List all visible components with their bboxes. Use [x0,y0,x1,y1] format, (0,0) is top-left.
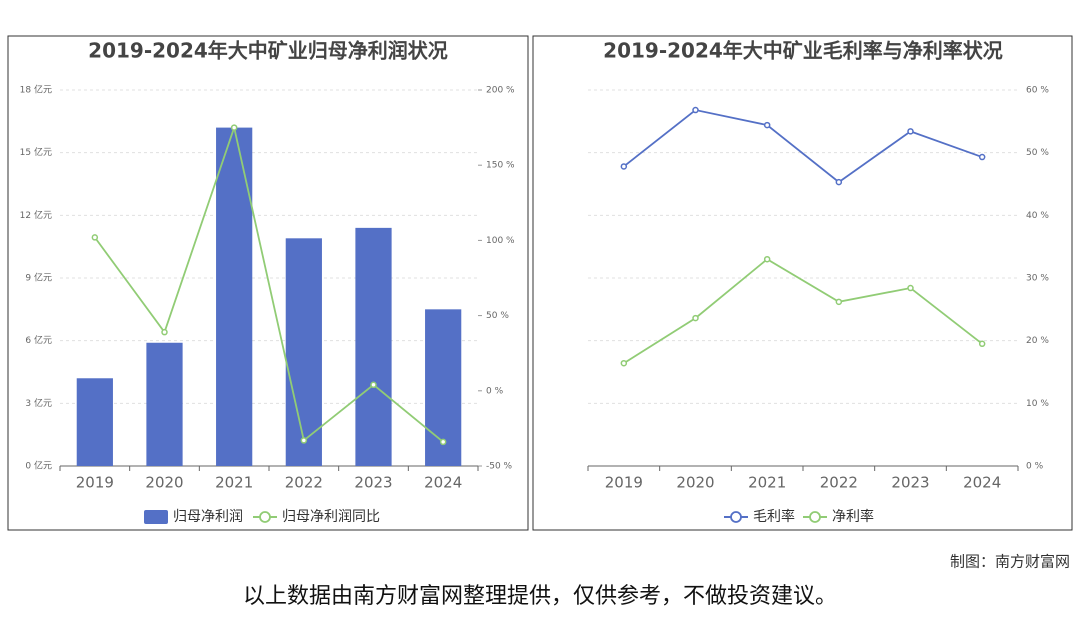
x-tick-label: 2019 [76,474,114,492]
y-tick-label: 15 亿元 [20,146,52,158]
point [763,121,771,129]
point [978,340,986,348]
point [692,106,699,114]
y-tick-label: 6 亿元 [25,334,52,346]
line [94,124,444,443]
panel-frame [7,35,529,531]
y-tick-label: 50 % [1026,148,1049,158]
legend-label: 毛利率 [753,508,795,525]
point [91,234,99,241]
chart-title: 2019-2024年大中矿业归母净利润状况 [88,39,448,63]
x-tick-label: 2023 [354,474,392,492]
point [161,328,168,336]
bar [76,378,113,466]
point [370,381,377,389]
line [623,258,983,364]
y2-tick-label: 0 % [486,386,504,396]
point [300,437,308,444]
point [763,255,771,263]
legend-swatch [730,511,742,523]
line [623,109,983,184]
x-tick-label: 2021 [215,474,253,492]
x-tick-label: 2022 [285,474,323,492]
legend-swatch [144,510,168,524]
legend-swatch [809,511,821,523]
y-tick-label: 18 亿元 [20,84,52,96]
x-tick-label: 2019 [605,474,643,492]
y-tick-label: 10 % [1026,399,1049,409]
point [835,298,843,306]
x-tick-label: 2020 [676,474,714,492]
note: 以上数据由南方财富网整理提供，仅供参考，不做投资建议。 [243,584,837,609]
x-tick-label: 2023 [891,474,929,492]
bar [146,342,183,466]
y2-tick-label: 100 % [486,236,515,246]
point [835,178,843,186]
point [230,124,238,131]
y-tick-label: 3 亿元 [25,397,52,409]
point [439,438,447,446]
legend-label: 净利率 [832,508,874,525]
bar [216,127,253,466]
x-tick-label: 2024 [424,474,462,492]
legend-label: 归母净利润 [173,508,243,525]
x-tick-label: 2024 [963,474,1001,492]
bar [355,227,392,466]
point [620,359,628,367]
y2-tick-label: 200 % [486,86,515,96]
legend-label: 归母净利润同比 [282,508,380,525]
y-tick-label: 9 亿元 [25,272,52,284]
y-tick-label: 0 % [1026,462,1044,472]
y2-tick-label: -50 % [486,462,513,472]
point [907,128,914,135]
panel-frame [532,35,1073,531]
y-tick-label: 30 % [1026,274,1049,284]
y-tick-label: 12 亿元 [20,209,52,221]
x-tick-label: 2021 [748,474,786,492]
point [978,153,986,161]
point [620,163,628,170]
y2-tick-label: 50 % [486,311,509,321]
bar [285,238,322,466]
x-tick-label: 2020 [145,474,183,492]
x-tick-label: 2022 [820,474,858,492]
y2-tick-label: 150 % [486,161,515,171]
point [692,314,699,322]
credit: 制图：南方财富网 [950,553,1070,571]
y-tick-label: 0 亿元 [25,460,52,472]
y-tick-label: 20 % [1026,336,1049,346]
point [907,284,914,292]
y-tick-label: 60 % [1026,86,1049,96]
y-tick-label: 40 % [1026,211,1049,221]
chart-title: 2019-2024年大中矿业毛利率与净利率状况 [603,39,1003,63]
legend-swatch [259,511,271,523]
